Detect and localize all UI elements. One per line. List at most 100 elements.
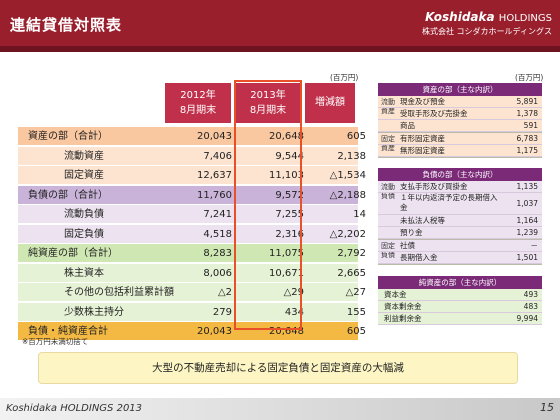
group-side-label: 流動資産	[381, 98, 395, 115]
eq-detail-title: 純資産の部（主な内訳）	[378, 276, 542, 289]
cell-diff: 605	[346, 131, 366, 142]
list-item: 利益剰余金 9,994	[378, 313, 542, 325]
list-item: 現金及び預金 5,891	[378, 96, 542, 108]
item-value: 1,164	[516, 216, 538, 225]
list-item: 有形固定資産 6,783	[378, 133, 542, 145]
col-head-2012: 2012年 8月期末	[165, 83, 231, 123]
unit-label-left: (百万円)	[330, 73, 359, 82]
list-item: 無形固定資産 1,175	[378, 145, 542, 157]
asset-detail-title: 資産の部（主な内訳）	[378, 83, 542, 96]
cell-v2012: △2	[217, 287, 232, 298]
cell-diff: △2,188	[329, 189, 366, 201]
item-name: 支払手形及び買掛金	[400, 182, 468, 191]
col-head-2013: 2013年 8月期末	[236, 83, 300, 123]
cell-v2013: 10,671	[269, 267, 304, 279]
item-value: 493	[523, 290, 538, 299]
brand-name: Koshidaka	[425, 10, 495, 24]
row-label: 流動資産	[64, 150, 104, 162]
row-label: 資産の部（合計）	[28, 131, 108, 142]
row-label: 負債の部（合計）	[28, 189, 108, 201]
row-label: その他の包括利益累計額	[64, 287, 174, 298]
item-name: 利益剰余金	[384, 314, 422, 323]
cell-v2012: 7,406	[203, 150, 232, 162]
table-row: 流動負債 7,241 7,255 14	[18, 205, 366, 224]
header-underline	[0, 46, 560, 52]
item-name: 商品	[400, 121, 415, 130]
col-head-2013-text: 2013年 8月期末	[249, 90, 287, 116]
liab-detail-table: 負債の部（主な内訳） 流動負債 支払手形及び買掛金 1,135 １年以内返済予定の長期…	[378, 168, 542, 265]
group-side-label: 固定資産	[381, 135, 395, 152]
table-row: 少数株主持分 279 434 155	[18, 302, 366, 322]
cell-diff: 14	[353, 209, 366, 220]
item-value: 9,994	[516, 314, 538, 323]
table-row: 流動資産 7,406 9,544 2,138	[18, 146, 366, 166]
table-row: 固定負債 4,518 2,316 △2,202	[18, 224, 366, 244]
row-label: 株主資本	[64, 267, 104, 279]
item-value: 591	[523, 121, 538, 130]
item-name: 未払法人税等	[400, 216, 445, 225]
cell-v2012: 12,637	[197, 170, 232, 181]
col-head-diff-text: 増減額	[315, 97, 345, 108]
cell-v2012: 7,241	[203, 209, 232, 220]
list-item: 長期借入金 1,501	[378, 252, 542, 264]
page-number: 15	[540, 401, 554, 414]
cell-v2012: 8,006	[203, 267, 232, 279]
cell-v2012: 20,043	[197, 131, 232, 142]
row-label: 純資産の部（合計）	[28, 248, 118, 259]
col-head-diff: 増減額	[305, 83, 355, 123]
cell-diff: 2,792	[337, 248, 366, 259]
asset-detail-table: 資産の部（主な内訳） 流動資産 現金及び預金 5,891 受取手形及び売掛金 1,378…	[378, 83, 542, 158]
cell-v2013: 9,544	[275, 150, 304, 162]
item-name: １年以内返済予定の長期借入金	[400, 193, 498, 212]
list-item: 資本剰余金 483	[378, 301, 542, 313]
item-name: 受取手形及び売掛金	[400, 109, 468, 118]
item-name: 資本金	[384, 290, 407, 299]
item-value: －	[530, 241, 539, 250]
list-item: 支払手形及び買掛金 1,135	[378, 181, 542, 193]
cell-v2013: 9,572	[275, 189, 304, 201]
cell-v2012: 11,760	[197, 189, 232, 201]
cell-v2013: 20,648	[269, 326, 304, 337]
item-value: 6,783	[516, 134, 538, 143]
table-row: 負債の部（合計） 11,760 9,572 △2,188	[18, 185, 366, 205]
row-label: 負債・純資産合計	[28, 326, 108, 337]
list-item: １年以内返済予定の長期借入金 1,037	[378, 193, 542, 215]
cell-diff: 2,138	[337, 150, 366, 162]
cell-diff: 155	[346, 306, 366, 318]
item-name: 預り金	[400, 228, 423, 237]
col-head-2012-text: 2012年 8月期末	[179, 90, 217, 116]
group-side-label: 固定負債	[381, 242, 395, 259]
item-name: 長期借入金	[400, 253, 438, 262]
cell-diff: 605	[346, 326, 366, 337]
brand-jp: 株式会社 コシダカホールディングス	[422, 27, 552, 36]
list-item: 資本金 493	[378, 289, 542, 301]
cell-v2012: 279	[212, 306, 232, 318]
footer-bar: Koshidaka HOLDINGS 2013 15	[0, 398, 560, 420]
item-value: 1,135	[516, 182, 538, 191]
item-value: 1,175	[516, 146, 538, 155]
page-title: 連結貸借対照表	[10, 16, 123, 34]
item-value: 1,239	[516, 228, 538, 237]
list-item: 社債 －	[378, 240, 542, 252]
cell-v2013: 11,075	[269, 248, 304, 259]
cell-v2013: 434	[284, 306, 304, 318]
row-label: 固定負債	[64, 228, 104, 240]
group-side-label: 流動負債	[381, 183, 395, 200]
item-name: 有形固定資産	[400, 134, 445, 143]
item-value: 5,891	[516, 97, 538, 106]
table-row: 資産の部（合計） 20,043 20,648 605	[18, 127, 366, 146]
cell-diff: △27	[345, 287, 366, 298]
cell-diff: △1,534	[329, 170, 366, 181]
brand-suffix: HOLDINGS	[498, 13, 552, 24]
item-value: 1,037	[516, 199, 538, 208]
cell-v2013: △29	[283, 287, 304, 298]
table-row: その他の包括利益累計額 △2 △29 △27	[18, 283, 366, 302]
table-row: 株主資本 8,006 10,671 2,665	[18, 263, 366, 283]
item-value: 1,378	[516, 109, 538, 118]
row-label: 固定資産	[64, 170, 104, 181]
row-label: 流動負債	[64, 209, 104, 220]
cell-v2013: 20,648	[269, 131, 304, 142]
list-item: 商品 591	[378, 120, 542, 132]
list-item: 未払法人税等 1,164	[378, 215, 542, 227]
cell-v2012: 4,518	[203, 228, 232, 240]
